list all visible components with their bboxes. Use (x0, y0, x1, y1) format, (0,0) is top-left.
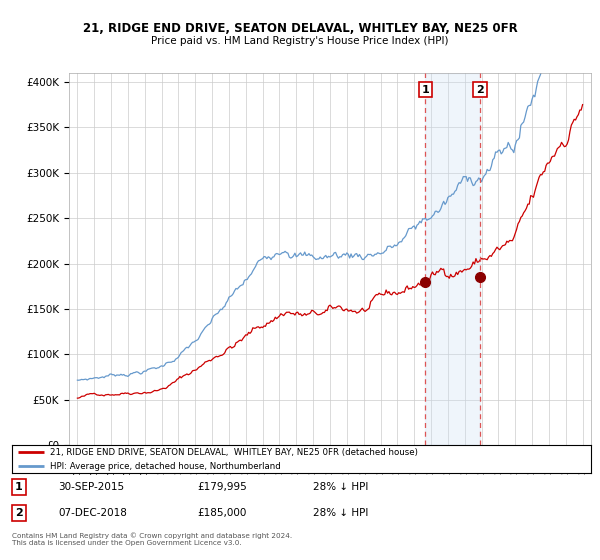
Text: 21, RIDGE END DRIVE, SEATON DELAVAL,  WHITLEY BAY, NE25 0FR (detached house): 21, RIDGE END DRIVE, SEATON DELAVAL, WHI… (50, 447, 418, 457)
Text: 07-DEC-2018: 07-DEC-2018 (58, 508, 127, 518)
Text: £179,995: £179,995 (197, 482, 247, 492)
Text: Price paid vs. HM Land Registry's House Price Index (HPI): Price paid vs. HM Land Registry's House … (151, 36, 449, 46)
Text: 28% ↓ HPI: 28% ↓ HPI (313, 482, 368, 492)
Text: 1: 1 (422, 85, 429, 95)
Text: Contains HM Land Registry data © Crown copyright and database right 2024.
This d: Contains HM Land Registry data © Crown c… (12, 532, 292, 545)
Text: 1: 1 (15, 482, 23, 492)
Text: 2: 2 (476, 85, 484, 95)
Text: HPI: Average price, detached house, Northumberland: HPI: Average price, detached house, Nort… (50, 461, 280, 471)
Text: £185,000: £185,000 (197, 508, 247, 518)
Text: 28% ↓ HPI: 28% ↓ HPI (313, 508, 368, 518)
Bar (425, 73, 480, 445)
Text: 21, RIDGE END DRIVE, SEATON DELAVAL, WHITLEY BAY, NE25 0FR: 21, RIDGE END DRIVE, SEATON DELAVAL, WHI… (83, 22, 517, 35)
Text: 30-SEP-2015: 30-SEP-2015 (58, 482, 124, 492)
Text: 2: 2 (15, 508, 23, 518)
